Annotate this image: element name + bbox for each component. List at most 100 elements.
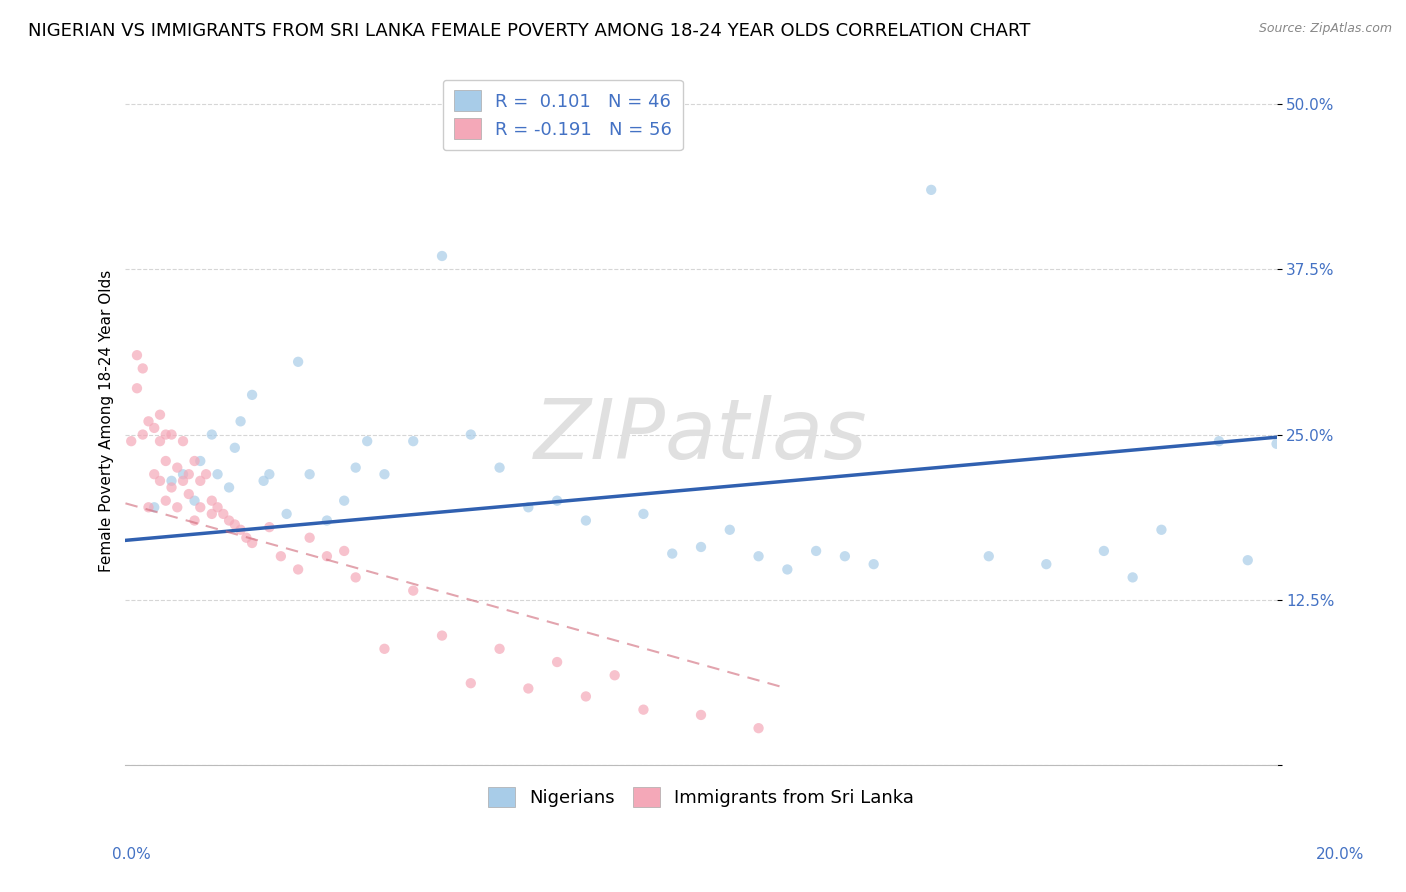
Point <box>143 467 166 482</box>
Text: 0.0%: 0.0% <box>112 847 152 863</box>
Point <box>460 676 482 690</box>
Point <box>344 460 367 475</box>
Point <box>287 355 309 369</box>
Point <box>132 361 155 376</box>
Point <box>575 690 598 704</box>
Point <box>120 434 142 449</box>
Point <box>218 480 240 494</box>
Point <box>252 474 274 488</box>
Point <box>149 434 172 449</box>
Point <box>218 514 240 528</box>
Point <box>160 474 183 488</box>
Point <box>834 549 856 564</box>
Point <box>155 427 177 442</box>
Point <box>748 721 770 735</box>
Point <box>633 703 655 717</box>
Point <box>132 427 155 442</box>
Point <box>430 249 453 263</box>
Point <box>183 514 205 528</box>
Point <box>488 460 510 475</box>
Point <box>177 487 200 501</box>
Point <box>188 474 211 488</box>
Point <box>188 500 211 515</box>
Text: ZIPatlas: ZIPatlas <box>534 394 868 475</box>
Point <box>207 500 229 515</box>
Text: Source: ZipAtlas.com: Source: ZipAtlas.com <box>1258 22 1392 36</box>
Point <box>201 493 224 508</box>
Point <box>138 414 160 428</box>
Point <box>603 668 626 682</box>
Point <box>546 655 568 669</box>
Point <box>1092 544 1115 558</box>
Point <box>298 467 321 482</box>
Point <box>276 507 298 521</box>
Point <box>373 641 395 656</box>
Point <box>488 641 510 656</box>
Point <box>155 454 177 468</box>
Point <box>1265 437 1288 451</box>
Point <box>402 434 425 449</box>
Point <box>316 549 339 564</box>
Point <box>1035 557 1057 571</box>
Point <box>177 467 200 482</box>
Point <box>804 544 827 558</box>
Point <box>240 388 263 402</box>
Point <box>690 708 713 723</box>
Point <box>1150 523 1173 537</box>
Point <box>212 507 235 521</box>
Point <box>1208 434 1230 449</box>
Point <box>143 500 166 515</box>
Point <box>862 557 884 571</box>
Point <box>776 562 799 576</box>
Point <box>356 434 378 449</box>
Point <box>224 441 246 455</box>
Point <box>333 493 356 508</box>
Point <box>333 544 356 558</box>
Point <box>977 549 1000 564</box>
Point <box>460 427 482 442</box>
Point <box>160 427 183 442</box>
Text: 20.0%: 20.0% <box>1316 847 1364 863</box>
Point <box>633 507 655 521</box>
Point <box>270 549 292 564</box>
Point <box>430 629 453 643</box>
Point <box>344 570 367 584</box>
Point <box>287 562 309 576</box>
Point <box>235 531 257 545</box>
Point <box>1236 553 1258 567</box>
Point <box>575 514 598 528</box>
Point <box>920 183 942 197</box>
Point <box>207 467 229 482</box>
Point <box>229 414 252 428</box>
Point <box>125 381 148 395</box>
Point <box>517 681 540 696</box>
Point <box>402 583 425 598</box>
Point <box>748 549 770 564</box>
Point <box>718 523 741 537</box>
Point <box>690 540 713 554</box>
Point <box>373 467 395 482</box>
Point <box>125 348 148 362</box>
Point <box>149 474 172 488</box>
Point <box>224 517 246 532</box>
Point <box>149 408 172 422</box>
Point <box>201 507 224 521</box>
Point <box>143 421 166 435</box>
Point <box>229 523 252 537</box>
Point <box>172 467 194 482</box>
Point <box>160 480 183 494</box>
Point <box>172 474 194 488</box>
Point <box>201 427 224 442</box>
Point <box>155 493 177 508</box>
Point <box>259 467 281 482</box>
Point <box>138 500 160 515</box>
Point <box>661 547 683 561</box>
Y-axis label: Female Poverty Among 18-24 Year Olds: Female Poverty Among 18-24 Year Olds <box>100 270 114 573</box>
Legend: Nigerians, Immigrants from Sri Lanka: Nigerians, Immigrants from Sri Lanka <box>481 780 921 814</box>
Point <box>172 434 194 449</box>
Point <box>240 536 263 550</box>
Point <box>259 520 281 534</box>
Point <box>183 454 205 468</box>
Point <box>188 454 211 468</box>
Text: NIGERIAN VS IMMIGRANTS FROM SRI LANKA FEMALE POVERTY AMONG 18-24 YEAR OLDS CORRE: NIGERIAN VS IMMIGRANTS FROM SRI LANKA FE… <box>28 22 1031 40</box>
